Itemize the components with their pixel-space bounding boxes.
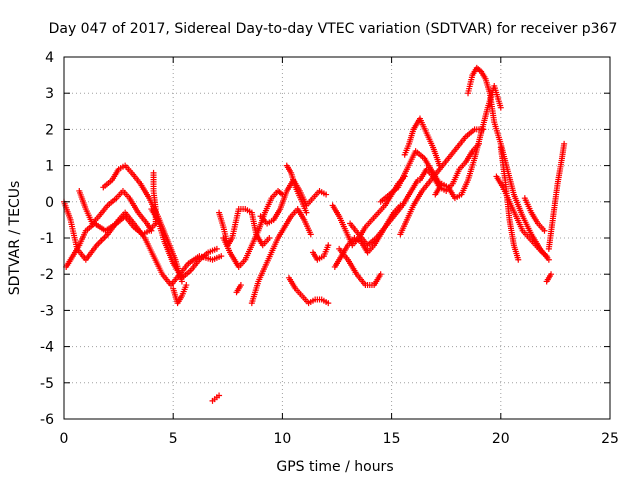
x-tick-label: 15 bbox=[383, 431, 401, 447]
series-track-c bbox=[76, 187, 155, 234]
series-track-a bbox=[61, 198, 225, 289]
data-point bbox=[213, 245, 220, 252]
series-track-v bbox=[401, 115, 443, 169]
series-track-o bbox=[285, 274, 332, 307]
data-point bbox=[548, 271, 555, 278]
y-tick-label: 0 bbox=[45, 195, 54, 211]
data-point bbox=[152, 220, 159, 227]
series-track-y bbox=[432, 82, 504, 202]
y-tick-label: -5 bbox=[40, 376, 54, 392]
series-track-e bbox=[148, 206, 220, 281]
series-track-n bbox=[283, 162, 310, 216]
data-point bbox=[541, 227, 548, 234]
data-point bbox=[497, 104, 504, 111]
data-point bbox=[307, 231, 314, 238]
y-tick-label: -1 bbox=[40, 231, 54, 247]
data-point bbox=[543, 253, 550, 260]
series-track-k bbox=[233, 282, 244, 296]
data-point bbox=[377, 271, 384, 278]
data-point bbox=[183, 282, 190, 289]
y-tick-label: -4 bbox=[40, 340, 54, 356]
series-track-w bbox=[397, 126, 487, 238]
data-point bbox=[323, 191, 330, 198]
series-track-ac bbox=[521, 195, 548, 234]
series-track-g bbox=[170, 282, 190, 307]
chart-title: Day 047 of 2017, Sidereal Day-to-day VTE… bbox=[49, 21, 618, 37]
y-axis-label: SDTVAR / TECUs bbox=[7, 181, 23, 296]
data-point bbox=[561, 140, 568, 147]
data-point bbox=[216, 392, 223, 399]
y-tick-label: 2 bbox=[45, 122, 54, 138]
series-track-s bbox=[336, 245, 384, 289]
y-tick-label: -3 bbox=[40, 303, 54, 319]
series-track-l bbox=[248, 206, 314, 307]
x-tick-label: 10 bbox=[273, 431, 291, 447]
data-point bbox=[303, 209, 310, 216]
data-point bbox=[218, 253, 225, 260]
series-track-j bbox=[220, 187, 286, 270]
x-tick-label: 25 bbox=[601, 431, 619, 447]
data-points bbox=[61, 64, 568, 404]
y-tick-label: 4 bbox=[45, 50, 54, 66]
series-track-h bbox=[209, 392, 223, 404]
series-track-t bbox=[347, 177, 421, 249]
series-track-r bbox=[331, 202, 404, 270]
x-axis-label: GPS time / hours bbox=[276, 459, 393, 475]
x-tick-label: 5 bbox=[169, 431, 178, 447]
axis-ticks bbox=[63, 56, 611, 420]
x-tick-label: 20 bbox=[492, 431, 510, 447]
y-tick-label: 3 bbox=[45, 86, 54, 102]
x-tick-labels: 0 5 10 15 20 25 bbox=[60, 431, 619, 447]
data-point bbox=[325, 300, 332, 307]
series-track-aa bbox=[493, 173, 550, 260]
series-track-ad bbox=[543, 271, 555, 285]
data-point bbox=[515, 256, 522, 263]
series-track-u bbox=[377, 148, 443, 205]
y-tick-label: 1 bbox=[45, 159, 54, 175]
y-tick-labels: -6 -5 -4 -3 -2 -1 0 1 2 3 4 bbox=[40, 50, 54, 428]
data-point bbox=[545, 256, 552, 263]
y-tick-label: -6 bbox=[40, 412, 54, 428]
data-point bbox=[266, 235, 273, 241]
series-track-f bbox=[150, 169, 159, 227]
data-point bbox=[237, 282, 244, 289]
series-track-p bbox=[309, 242, 332, 263]
series-track-z bbox=[465, 64, 552, 263]
y-tick-label: -2 bbox=[40, 267, 54, 283]
x-tick-label: 0 bbox=[60, 431, 69, 447]
data-point bbox=[148, 227, 155, 234]
grid-lines bbox=[64, 57, 610, 419]
data-point bbox=[325, 242, 332, 249]
series-track-ab bbox=[497, 144, 522, 263]
series-track-ae bbox=[545, 140, 568, 252]
